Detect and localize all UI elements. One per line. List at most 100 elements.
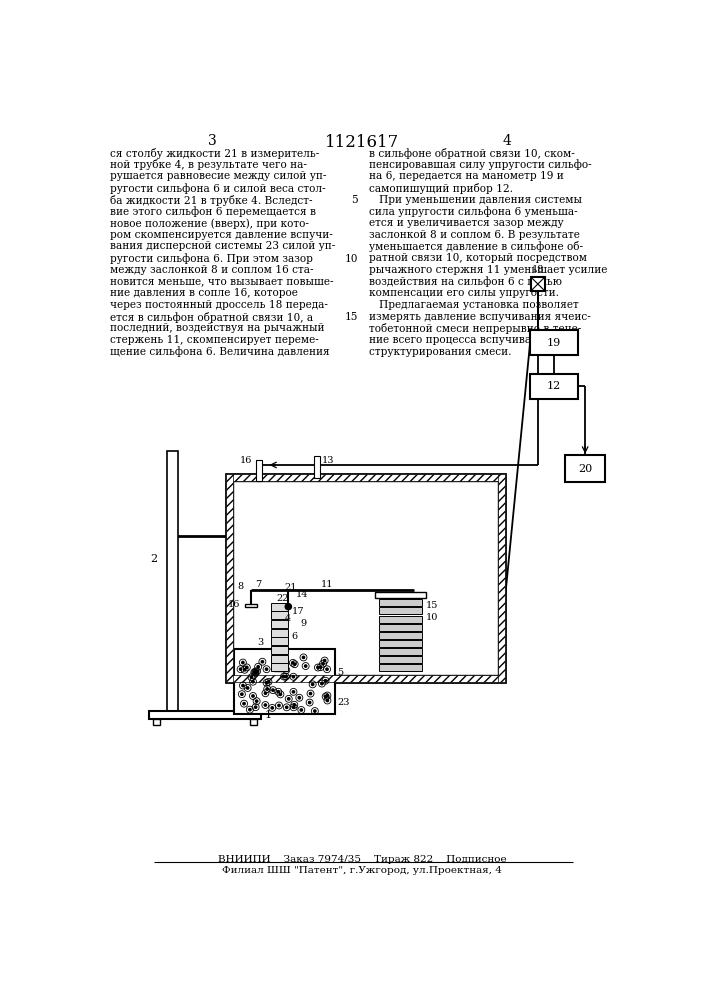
Circle shape	[266, 688, 269, 690]
Text: 4: 4	[503, 134, 511, 148]
Bar	[271, 646, 288, 654]
Bar	[250, 719, 257, 725]
Text: ние давления в сопле 16, которое: ние давления в сопле 16, которое	[110, 288, 298, 298]
Text: 10: 10	[426, 613, 438, 622]
Circle shape	[285, 669, 288, 671]
Text: рычажного стержня 11 уменьшает усилие: рычажного стержня 11 уменьшает усилие	[369, 265, 607, 275]
Bar	[531, 277, 545, 291]
Bar	[565, 455, 605, 482]
Text: новится меньше, что вызывает повыше-: новится меньше, что вызывает повыше-	[110, 276, 334, 286]
Circle shape	[288, 698, 290, 700]
Bar	[271, 655, 288, 663]
Circle shape	[278, 704, 280, 707]
Circle shape	[325, 680, 327, 682]
Circle shape	[305, 665, 307, 667]
Text: 7: 7	[255, 580, 262, 589]
Circle shape	[320, 666, 322, 668]
Bar	[275, 647, 282, 661]
Text: 20: 20	[578, 464, 592, 474]
Text: 16: 16	[228, 600, 240, 609]
Text: 16: 16	[240, 456, 252, 465]
Text: 9: 9	[300, 619, 306, 628]
Circle shape	[257, 666, 259, 668]
Circle shape	[240, 693, 243, 695]
Circle shape	[267, 681, 269, 683]
Text: 21: 21	[284, 583, 297, 592]
Circle shape	[243, 669, 246, 671]
Circle shape	[292, 676, 295, 678]
Text: ется и увеличивается зазор между: ется и увеличивается зазор между	[369, 218, 563, 228]
Circle shape	[312, 683, 314, 686]
Circle shape	[326, 694, 329, 697]
Circle shape	[314, 710, 316, 712]
Text: 22: 22	[276, 594, 288, 603]
Circle shape	[255, 706, 257, 708]
Circle shape	[249, 708, 251, 711]
Circle shape	[310, 692, 312, 695]
Text: 14: 14	[296, 590, 308, 599]
Circle shape	[245, 666, 248, 669]
Circle shape	[321, 682, 323, 685]
Bar	[379, 632, 421, 639]
Bar	[271, 629, 288, 637]
Text: уменьшается давление в сильфоне об-: уменьшается давление в сильфоне об-	[369, 241, 583, 252]
Circle shape	[242, 661, 244, 664]
Bar	[314, 456, 320, 478]
Circle shape	[308, 701, 311, 704]
Bar	[379, 648, 421, 655]
Bar	[226, 474, 506, 481]
Circle shape	[317, 666, 319, 669]
Text: 19: 19	[547, 338, 561, 348]
Bar	[271, 611, 288, 619]
Text: 6: 6	[291, 632, 298, 641]
Bar	[234, 649, 335, 714]
Text: 13: 13	[322, 456, 334, 465]
Bar	[530, 330, 578, 355]
Text: 11: 11	[321, 580, 334, 589]
Text: через постоянный дроссель 18 переда-: через постоянный дроссель 18 переда-	[110, 300, 328, 310]
Bar	[379, 656, 421, 663]
Text: 23: 23	[337, 698, 350, 707]
Circle shape	[242, 684, 244, 687]
Circle shape	[264, 704, 267, 706]
Circle shape	[326, 668, 328, 670]
Circle shape	[250, 676, 252, 678]
Circle shape	[322, 663, 325, 665]
Text: Филиал ШШ "Патент", г.Ужгород, ул.Проектная, 4: Филиал ШШ "Патент", г.Ужгород, ул.Проект…	[223, 866, 502, 875]
Circle shape	[252, 681, 254, 683]
Circle shape	[256, 670, 258, 673]
Text: 15: 15	[426, 601, 438, 610]
Circle shape	[285, 675, 287, 678]
Circle shape	[326, 699, 329, 702]
Bar	[226, 474, 506, 682]
Circle shape	[293, 706, 295, 708]
Text: 15: 15	[345, 312, 358, 322]
Bar	[530, 374, 578, 399]
Circle shape	[324, 659, 326, 662]
Text: ругости сильфона 6. При этом зазор: ругости сильфона 6. При этом зазор	[110, 253, 313, 264]
Bar	[153, 719, 160, 725]
Text: тобетонной смеси непрерывно в тече-: тобетонной смеси непрерывно в тече-	[369, 323, 581, 334]
Circle shape	[255, 672, 257, 674]
Circle shape	[243, 703, 245, 705]
Text: 3: 3	[208, 134, 217, 148]
Text: на 6, передается на манометр 19 и: на 6, передается на манометр 19 и	[369, 171, 563, 181]
Bar	[256, 460, 262, 481]
Text: 1121617: 1121617	[325, 134, 399, 151]
Circle shape	[265, 668, 268, 670]
Circle shape	[286, 706, 288, 708]
Bar	[149, 711, 261, 719]
Bar	[226, 474, 233, 682]
Text: ной трубке 4, в результате чего на-: ной трубке 4, в результате чего на-	[110, 159, 307, 170]
Text: 18: 18	[532, 265, 544, 274]
Text: ром скомпенсируется давление вспучи-: ром скомпенсируется давление вспучи-	[110, 230, 333, 240]
Text: 10: 10	[344, 254, 358, 264]
Bar	[271, 620, 288, 628]
Bar	[271, 637, 288, 645]
Text: ние всего процесса вспучивания и: ние всего процесса вспучивания и	[369, 335, 562, 345]
Text: 1: 1	[265, 710, 272, 720]
Text: ется в сильфон обратной связи 10, а: ется в сильфон обратной связи 10, а	[110, 312, 313, 323]
Circle shape	[247, 687, 249, 689]
Text: 5: 5	[351, 195, 358, 205]
Text: рушается равновесие между силой уп-: рушается равновесие между силой уп-	[110, 171, 327, 181]
